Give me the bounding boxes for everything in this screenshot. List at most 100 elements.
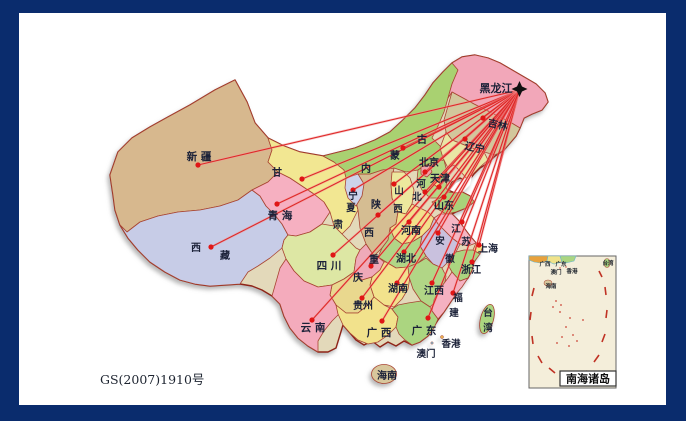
province-dot-shaanxi <box>375 212 381 218</box>
inset-label-5: 海南 <box>545 282 557 290</box>
province-label-guangdong: 广 东 <box>412 324 437 337</box>
frame-border <box>0 0 686 13</box>
province-dot-fujian <box>450 290 456 296</box>
spoke-lines-layer <box>197 88 521 322</box>
province-label-guangxi: 广 西 <box>367 326 392 339</box>
inset-label-3: 香港 <box>566 267 578 275</box>
province-label-shaanxi: 陕 <box>371 198 381 211</box>
province-label-chongqing: 重 <box>369 253 379 266</box>
province-label-shanxi-1: 西 <box>393 204 403 215</box>
province-shape-guangdong <box>391 300 439 346</box>
province-label-beijing: 北京 <box>419 156 439 169</box>
province-label-sichuan: 四 川 <box>317 260 342 272</box>
province-label-shaanxi-1: 西 <box>364 227 374 239</box>
spoke-line-xinjiang <box>197 89 520 166</box>
inset-title-box <box>559 370 617 387</box>
province-dot-shandong <box>441 194 447 200</box>
province-label-xinjiang: 新 疆 <box>187 150 212 163</box>
province-label-hebei-1: 北 <box>412 191 422 203</box>
spoke-line-shanxi <box>393 89 520 185</box>
province-label-guizhou: 贵州 <box>353 299 373 312</box>
province-dot-liaoning <box>462 136 468 142</box>
spoke-line-ningxia <box>352 89 520 191</box>
spoke-line-hunan <box>396 89 520 284</box>
province-label-gansu-1: 肃 <box>333 218 343 231</box>
province-dot-henan <box>406 219 412 225</box>
province-shape-aomen <box>430 341 434 345</box>
inset-box <box>528 255 617 389</box>
province-dot-guangdong <box>425 315 431 321</box>
province-label-hebei: 河 <box>416 178 426 190</box>
province-dot-chongqing <box>368 263 374 269</box>
province-dot-xinjiang <box>195 162 201 168</box>
spoke-line-qinghai <box>276 89 520 205</box>
inset-hainan-island <box>543 279 553 287</box>
province-dot-qinghai <box>274 201 280 207</box>
china-country-group <box>109 54 549 384</box>
bohai-gulf <box>450 176 472 193</box>
province-shape-neimenggu <box>322 56 463 179</box>
spoke-line-guangdong <box>427 89 521 319</box>
spoke-line-jiangxi <box>431 89 521 284</box>
province-label-neimenggu-1: 蒙 <box>390 149 400 162</box>
inset-coast-guangdong <box>546 255 563 265</box>
inset-island-specks <box>552 300 584 347</box>
province-dot-guizhou <box>359 295 365 301</box>
province-dot-shanxi <box>391 181 397 187</box>
province-dot-anhui <box>435 230 441 236</box>
province-label-jiangsu: 江 <box>451 223 461 235</box>
province-label-shanxi: 山 <box>394 185 404 197</box>
province-label-tianjin: 天津 <box>430 172 450 185</box>
province-dot-guangxi <box>379 318 385 324</box>
province-label-jiangxi: 江西 <box>424 284 444 297</box>
province-label-hubei: 湖北 <box>396 252 416 265</box>
province-shape-taiwan <box>479 304 495 334</box>
province-dot-zhejiang <box>469 259 475 265</box>
province-dot-beijing <box>422 169 428 175</box>
province-label-xianggang: 香港 <box>440 338 461 350</box>
spoke-line-chongqing <box>370 89 520 267</box>
inset-label-1: 广东 <box>555 260 567 268</box>
spoke-line-fujian <box>452 89 521 294</box>
map-license-caption: GS(2007)1910号 <box>100 372 204 387</box>
province-dot-jilin <box>480 115 486 121</box>
spoke-line-zhejiang <box>471 89 521 263</box>
province-dot-hubei <box>401 249 407 255</box>
province-label-xizang-1: 藏 <box>220 249 230 262</box>
province-label-shanghai: 上海 <box>478 242 498 255</box>
inset-coast-east <box>559 255 577 264</box>
province-dot-hunan <box>394 280 400 286</box>
inset-hongkong-marker <box>565 266 567 268</box>
province-label-hunan: 湖南 <box>388 282 408 295</box>
province-label-xizang: 西 <box>191 242 201 254</box>
province-dot-ningxia <box>350 187 356 193</box>
province-label-hainan: 海南 <box>377 369 397 382</box>
province-label-jilin: 吉林 <box>487 116 510 133</box>
province-dot-tianjin <box>436 184 442 190</box>
province-shape-xianggang <box>440 335 444 339</box>
province-label-qinghai: 青 海 <box>268 209 293 222</box>
spoke-line-guizhou <box>361 89 520 299</box>
province-label-chongqing-1: 庆 <box>352 271 363 284</box>
province-dot-jiangsu <box>459 219 465 225</box>
province-label-fujian: 福 <box>452 292 463 304</box>
province-label-anhui: 安 <box>435 235 445 247</box>
spoke-line-hubei <box>403 89 520 253</box>
province-label-gansu: 甘 <box>272 166 282 179</box>
province-label-liaoning: 辽宁 <box>464 139 486 156</box>
province-shape-fujian <box>431 271 469 320</box>
province-label-fujian-1: 建 <box>448 307 459 319</box>
province-dot-jiangxi <box>429 280 435 286</box>
inset-label-2: 澳门 <box>550 268 562 276</box>
province-shape-hainan <box>371 364 397 384</box>
province-label-jiangsu-1: 苏 <box>461 236 471 248</box>
province-label-taiwan-1: 湾 <box>483 322 493 334</box>
province-label-henan: 河南 <box>401 224 421 237</box>
province-dot-neimenggu <box>400 145 406 151</box>
heilongjiang-star-marker <box>511 81 528 97</box>
